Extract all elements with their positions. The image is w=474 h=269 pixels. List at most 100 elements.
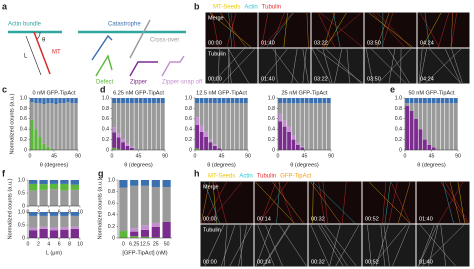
bar-segment bbox=[291, 135, 296, 140]
y-tick-label: 0.2 bbox=[268, 137, 275, 143]
x-tick-label: 45 bbox=[429, 153, 435, 159]
bar-segment bbox=[309, 98, 314, 104]
y-axis-label: Normalized counts (a.u.) bbox=[9, 93, 15, 154]
time-label: 01:40 bbox=[261, 40, 275, 46]
bar-segment bbox=[304, 103, 309, 150]
bar-segment bbox=[422, 98, 427, 104]
bar-segment bbox=[199, 131, 204, 150]
filament bbox=[334, 48, 343, 84]
bar-segment bbox=[66, 102, 70, 150]
filament bbox=[326, 12, 347, 48]
filament bbox=[369, 181, 410, 224]
bar-segment bbox=[204, 103, 208, 132]
label: θ bbox=[42, 38, 46, 44]
bar-segment bbox=[405, 98, 410, 104]
bar-segment bbox=[160, 103, 165, 150]
bar-segment bbox=[58, 98, 62, 104]
y-tick-label: 0.4 bbox=[108, 212, 115, 218]
bar-segment bbox=[221, 98, 226, 104]
bar-segment bbox=[208, 139, 213, 143]
y-tick-label: 0.5 bbox=[18, 190, 25, 196]
filament bbox=[255, 224, 272, 267]
filament bbox=[230, 12, 235, 48]
filament bbox=[376, 12, 411, 48]
bar-segment bbox=[243, 103, 248, 150]
y-tick-label: 0.6 bbox=[395, 116, 402, 122]
bar-segment bbox=[129, 147, 134, 150]
bar-segment bbox=[427, 144, 432, 150]
bar-segment bbox=[414, 98, 418, 104]
bar-segment bbox=[405, 105, 410, 150]
y-tick-label: 0.4 bbox=[395, 127, 402, 133]
bar-segment bbox=[38, 103, 42, 137]
label: Cross-over bbox=[150, 38, 179, 44]
bar-segment bbox=[208, 103, 213, 140]
y-tick-label: 0.2 bbox=[395, 137, 402, 143]
bar-segment bbox=[278, 113, 283, 122]
bar-segment bbox=[143, 103, 148, 150]
filament bbox=[260, 48, 288, 84]
x-tick-label: 0 bbox=[122, 241, 125, 247]
y-tick-label: 0.8 bbox=[268, 106, 275, 112]
filament bbox=[226, 12, 237, 48]
bar-segment bbox=[445, 103, 449, 150]
bar-segment bbox=[278, 121, 283, 150]
filament bbox=[228, 48, 249, 84]
bar-segment bbox=[409, 111, 414, 150]
x-tick-label: 4 bbox=[47, 209, 50, 215]
bar-segment bbox=[46, 98, 50, 104]
bar-segment bbox=[42, 98, 46, 105]
label: Catastrophe bbox=[108, 22, 141, 28]
bar-segment bbox=[130, 180, 139, 186]
bar-segment bbox=[431, 98, 436, 104]
bar-segment bbox=[134, 98, 139, 104]
bar-segment bbox=[431, 147, 436, 150]
image-tile bbox=[200, 224, 254, 267]
bar-segment bbox=[418, 103, 423, 130]
filament bbox=[211, 12, 219, 48]
image-tile bbox=[200, 181, 254, 224]
bar-segment bbox=[208, 142, 213, 150]
filament bbox=[270, 12, 285, 48]
y-tick-label: 0 bbox=[272, 147, 275, 153]
x-tick-label: 2 bbox=[37, 209, 40, 215]
bar-segment bbox=[138, 103, 143, 150]
schematic: Actin bundle MT θ L Catastrophe Cross-ov… bbox=[8, 19, 203, 86]
y-tick-label: 0.6 bbox=[102, 116, 109, 122]
bar-segment bbox=[140, 236, 150, 238]
y-tick-label: 0.8 bbox=[108, 189, 115, 195]
bar-segment bbox=[160, 98, 165, 104]
y-tick-label: 0.8 bbox=[185, 106, 192, 112]
bar-segment bbox=[436, 103, 441, 150]
filament bbox=[207, 181, 243, 224]
bar-segment bbox=[39, 215, 48, 227]
label: Zipper bbox=[130, 80, 147, 86]
x-tick-label: 6 bbox=[58, 209, 61, 215]
bar-segment bbox=[70, 184, 79, 190]
bar-segment bbox=[239, 98, 244, 104]
x-tick-label: 45 bbox=[51, 153, 57, 159]
bar-segment bbox=[212, 145, 217, 150]
bar-segment bbox=[121, 139, 125, 143]
filament bbox=[422, 224, 464, 267]
image-tile bbox=[311, 48, 364, 84]
bar-segment bbox=[38, 98, 42, 104]
bar-segment bbox=[30, 98, 34, 103]
filament bbox=[257, 224, 275, 267]
bar-segment bbox=[409, 98, 414, 104]
time-label: 00:32 bbox=[311, 216, 325, 222]
label: Defect bbox=[96, 80, 114, 86]
x-axis-label: θ (degrees) bbox=[40, 162, 69, 168]
image-tile bbox=[308, 181, 362, 224]
filament bbox=[329, 224, 341, 267]
bar-segment bbox=[243, 98, 248, 104]
filament bbox=[318, 224, 344, 267]
bar-segment bbox=[147, 98, 152, 104]
filament bbox=[215, 181, 227, 224]
filament bbox=[451, 48, 463, 84]
time-label: 00:14 bbox=[257, 216, 271, 222]
filament bbox=[265, 224, 283, 267]
bar-segment bbox=[60, 212, 69, 216]
filament bbox=[429, 48, 461, 84]
x-tick-label: 45 bbox=[136, 153, 142, 159]
